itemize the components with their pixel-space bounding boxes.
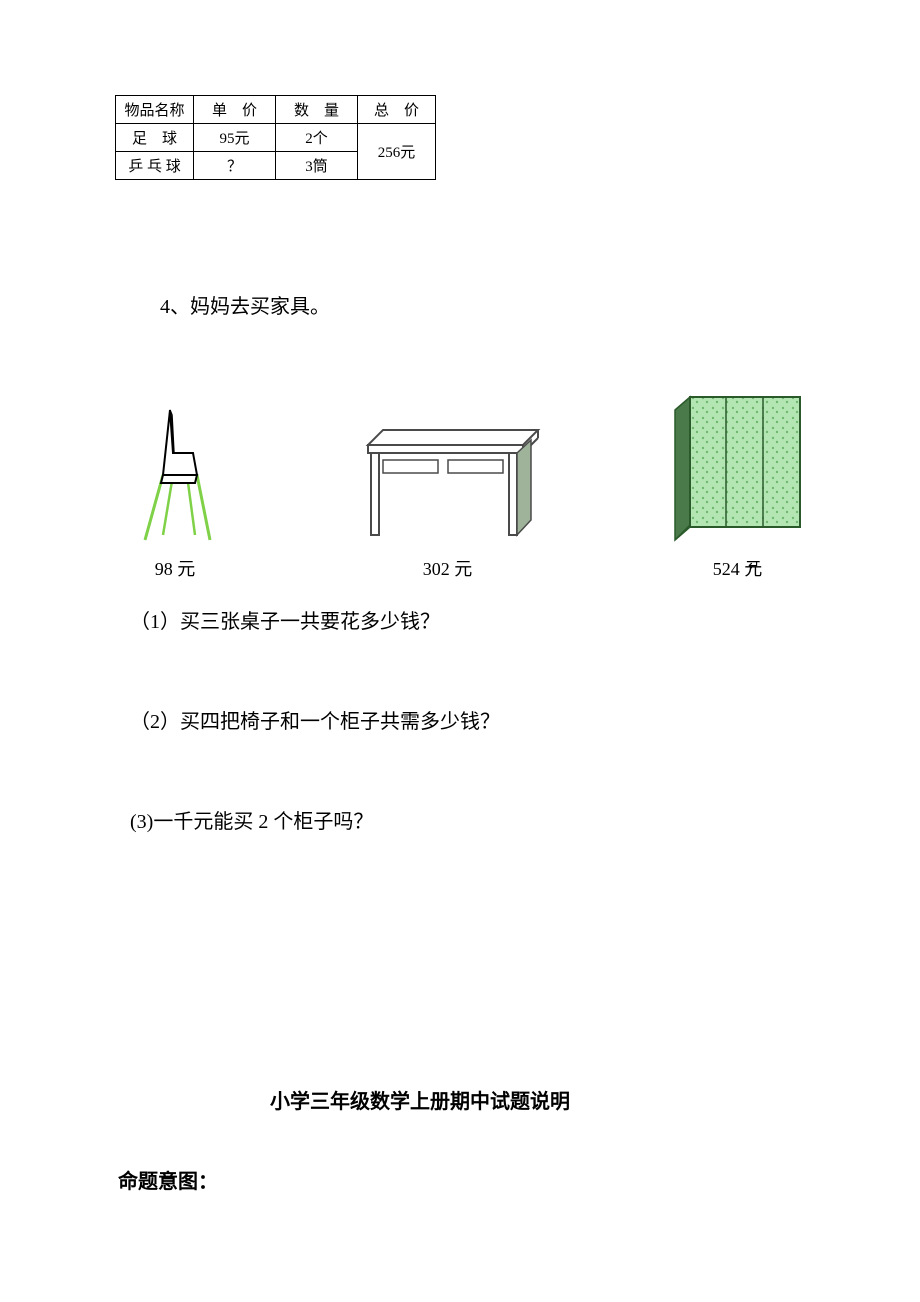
cell-football-qty: 2个: [276, 124, 358, 152]
chair-item: 98 元: [125, 405, 225, 581]
header-total: 总 价: [358, 96, 436, 124]
return-marker-icon: ↵: [748, 558, 760, 575]
chair-icon: [125, 405, 225, 545]
price-table: 物品名称 单 价 数 量 总 价 足 球 95元 2个 256元 乒 乓 球 ？…: [115, 95, 436, 180]
cabinet-icon: [670, 395, 805, 545]
chair-price: 98 元: [155, 555, 196, 581]
header-quantity: 数 量: [276, 96, 358, 124]
sub-question-1: （1）买三张桌子一共要花多少钱？: [130, 605, 440, 634]
cabinet-item: 524 元: [670, 395, 805, 581]
header-unit-price: 单 价: [194, 96, 276, 124]
cell-total: 256元: [358, 124, 436, 180]
cell-pingpong-qty: 3筒: [276, 152, 358, 180]
cell-pingpong-name: 乒 乓 球: [116, 152, 194, 180]
sub-question-3: (3)一千元能买 2 个柜子吗？: [130, 805, 373, 834]
desk-price: 302 元: [423, 555, 473, 581]
desk-item: 302 元: [353, 420, 543, 581]
desk-icon: [353, 420, 543, 545]
cell-football-name: 足 球: [116, 124, 194, 152]
question-4-heading: 4、妈妈去买家具。: [160, 290, 330, 319]
cell-pingpong-price: ？: [194, 152, 276, 180]
header-item-name: 物品名称: [116, 96, 194, 124]
section-title: 小学三年级数学上册期中试题说明: [270, 1085, 570, 1114]
intent-label: 命题意图：: [118, 1165, 218, 1194]
sub-question-2: （2）买四把椅子和一个柜子共需多少钱？: [130, 705, 500, 734]
furniture-row: 98 元 302 元: [125, 395, 805, 581]
table-header-row: 物品名称 单 价 数 量 总 价: [116, 96, 436, 124]
cell-football-price: 95元: [194, 124, 276, 152]
table-row: 足 球 95元 2个 256元: [116, 124, 436, 152]
